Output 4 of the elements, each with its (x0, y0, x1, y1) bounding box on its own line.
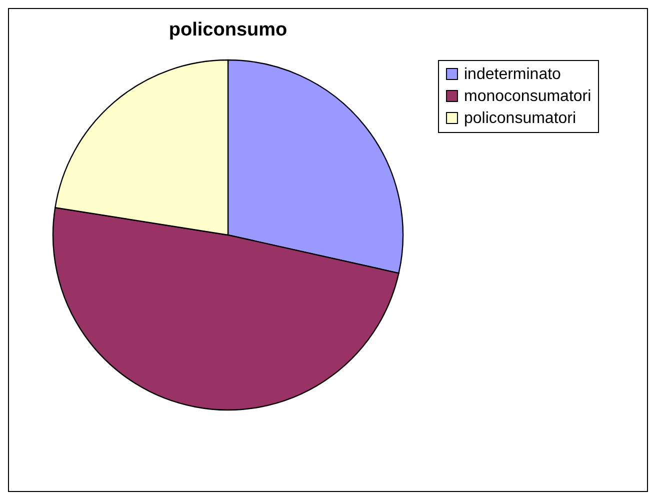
chart-title: policonsumo (168, 20, 288, 41)
legend-label: indeterminato (464, 66, 562, 83)
legend-label: policonsumatori (464, 110, 576, 127)
legend-label: monoconsumatori (464, 88, 592, 105)
